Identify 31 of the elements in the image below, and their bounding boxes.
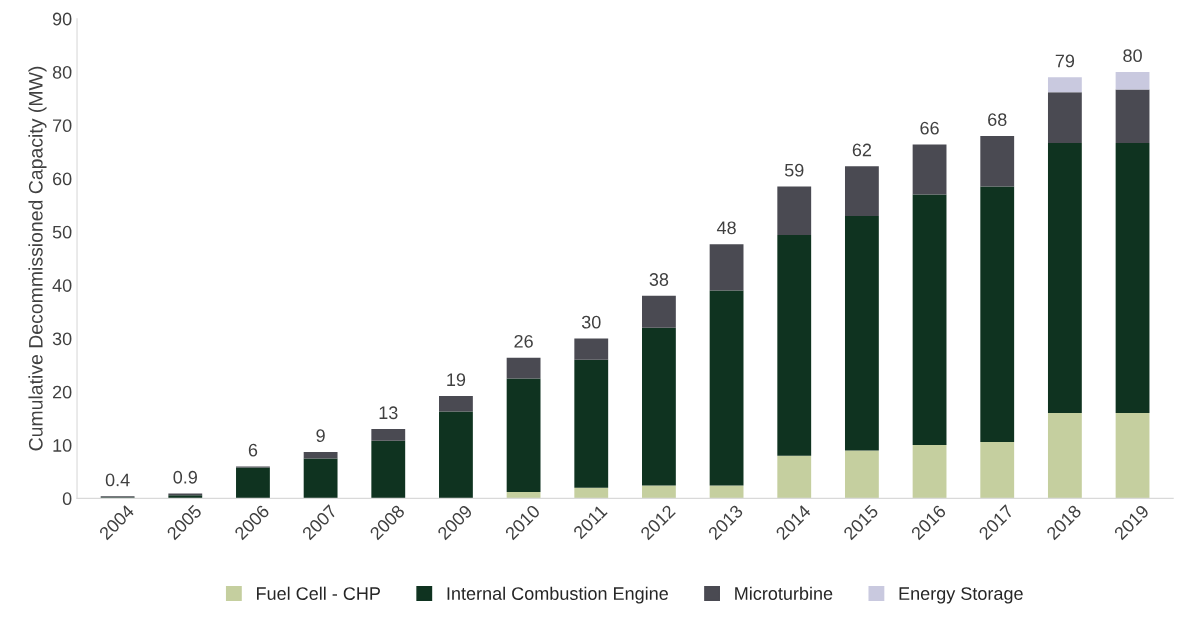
total-label: 68 — [988, 113, 1007, 126]
total-label: 6 — [248, 443, 258, 457]
total-label: 0.9 — [173, 470, 197, 484]
y-tick-label: 20 — [52, 385, 72, 399]
y-tick-label: 50 — [52, 225, 72, 239]
total-label: 13 — [379, 406, 398, 420]
y-tick-label: 40 — [52, 279, 72, 292]
y-axis-title: Cumulative Decommissioned Capacity (MW) — [28, 66, 47, 451]
y-tick-label: 0 — [62, 492, 72, 506]
y-tick-label: 70 — [53, 119, 72, 133]
total-label: 79 — [1055, 54, 1075, 68]
legend-label: Internal Combustion Engine — [447, 586, 668, 604]
total-label: 19 — [447, 373, 466, 387]
total-label: 30 — [581, 315, 601, 329]
y-tick-label: 30 — [52, 332, 72, 346]
y-tick-label: 60 — [53, 172, 72, 186]
total-label: 80 — [1123, 49, 1142, 63]
legend-label: Energy Storage — [899, 587, 1023, 604]
legend-label: Fuel Cell - CHP — [257, 586, 380, 600]
total-label: 66 — [920, 121, 939, 135]
y-tick-label: 80 — [52, 65, 72, 79]
total-label: 62 — [852, 143, 872, 157]
total-label: 9 — [316, 429, 325, 443]
total-label: 48 — [716, 221, 736, 235]
y-tick-label: 10 — [53, 439, 72, 452]
total-label: 26 — [514, 334, 533, 348]
total-label: 0.4 — [105, 473, 130, 487]
total-label: 59 — [784, 163, 804, 177]
legend-label: Microturbine — [735, 586, 833, 600]
y-tick-label: 90 — [52, 12, 72, 26]
total-label: 38 — [649, 273, 669, 286]
